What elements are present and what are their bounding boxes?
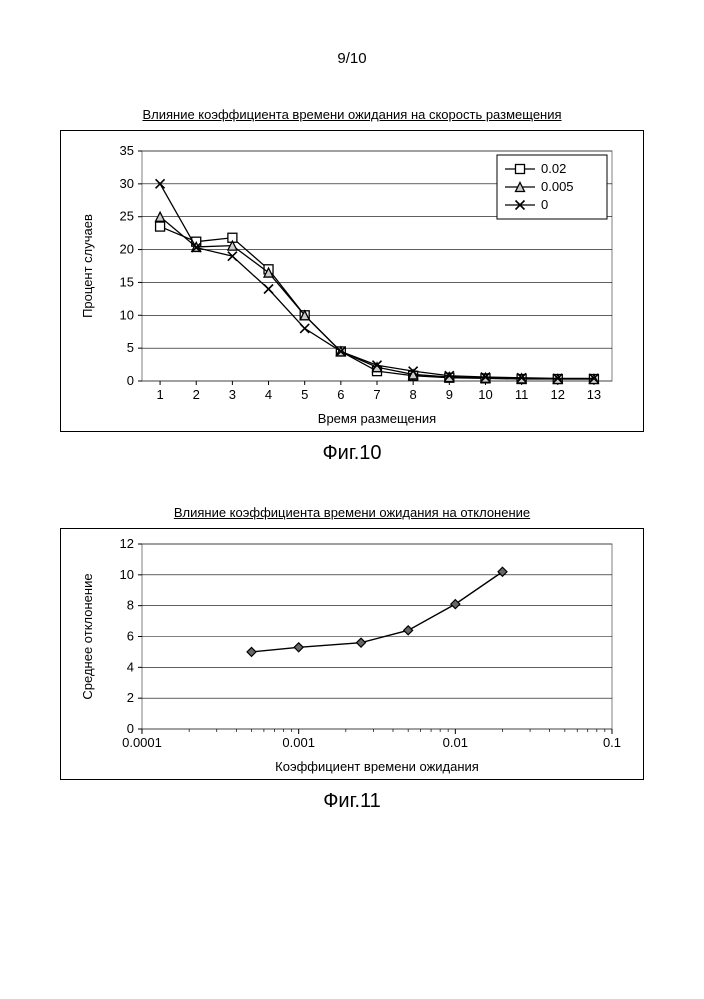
- chart2-title: Влияние коэффициента времени ожидания на…: [60, 505, 644, 520]
- chart1-svg: 05101520253035123456789101112130.020.005…: [61, 131, 643, 431]
- svg-text:20: 20: [120, 242, 134, 257]
- svg-text:15: 15: [120, 274, 134, 289]
- svg-text:7: 7: [373, 387, 380, 402]
- svg-text:0.02: 0.02: [541, 161, 566, 176]
- svg-text:0: 0: [127, 721, 134, 736]
- svg-text:12: 12: [551, 387, 565, 402]
- svg-text:10: 10: [478, 387, 492, 402]
- svg-text:4: 4: [265, 387, 272, 402]
- svg-text:10: 10: [120, 567, 134, 582]
- svg-text:0: 0: [541, 197, 548, 212]
- svg-text:0.1: 0.1: [603, 735, 621, 750]
- svg-text:10: 10: [120, 307, 134, 322]
- svg-text:8: 8: [127, 598, 134, 613]
- chart1-title: Влияние коэффициента времени ожидания на…: [60, 107, 644, 122]
- chart1-fig-label: Фиг.10: [60, 442, 644, 465]
- svg-text:1: 1: [156, 387, 163, 402]
- chart2-fig-label: Фиг.11: [60, 790, 644, 813]
- svg-text:5: 5: [127, 340, 134, 355]
- svg-text:0.001: 0.001: [282, 735, 315, 750]
- svg-text:0.0001: 0.0001: [122, 735, 162, 750]
- svg-text:Среднее отклонение: Среднее отклонение: [80, 573, 95, 699]
- svg-text:8: 8: [410, 387, 417, 402]
- svg-text:Время размещения: Время размещения: [318, 411, 436, 426]
- svg-text:30: 30: [120, 176, 134, 191]
- chart1-container: 05101520253035123456789101112130.020.005…: [60, 130, 644, 432]
- svg-text:6: 6: [127, 629, 134, 644]
- svg-text:35: 35: [120, 143, 134, 158]
- svg-text:11: 11: [515, 387, 529, 402]
- svg-text:12: 12: [120, 536, 134, 551]
- svg-text:0: 0: [127, 373, 134, 388]
- svg-text:3: 3: [229, 387, 236, 402]
- svg-text:5: 5: [301, 387, 308, 402]
- page-number: 9/10: [60, 50, 644, 67]
- svg-text:6: 6: [337, 387, 344, 402]
- svg-text:0.01: 0.01: [443, 735, 468, 750]
- svg-text:2: 2: [193, 387, 200, 402]
- chart2-svg: 0 2 4 6 8 10 12 0.0001 0.001 0.01 0.1 Коэффициент в…: [61, 529, 643, 779]
- chart2-container: 0 2 4 6 8 10 12 0.0001 0.001 0.01 0.1 Коэффициент в…: [60, 528, 644, 780]
- svg-text:4: 4: [127, 659, 134, 674]
- svg-text:Процент случаев: Процент случаев: [80, 214, 95, 318]
- svg-text:25: 25: [120, 209, 134, 224]
- svg-text:9: 9: [446, 387, 453, 402]
- svg-text:13: 13: [587, 387, 601, 402]
- svg-text:0.005: 0.005: [541, 179, 574, 194]
- svg-text:2: 2: [127, 690, 134, 705]
- svg-text:Коэффициент времени ожидания: Коэффициент времени ожидания: [275, 759, 479, 774]
